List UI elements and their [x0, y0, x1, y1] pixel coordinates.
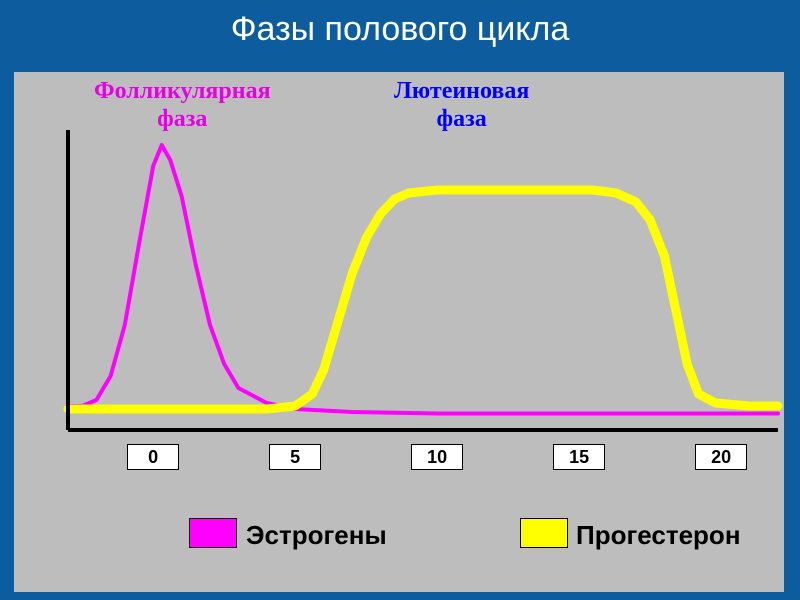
legend-swatch-estrogens — [189, 518, 237, 548]
chart-svg — [14, 72, 784, 592]
x-tick-0: 0 — [127, 444, 179, 470]
x-tick-15: 15 — [553, 444, 605, 470]
x-tick-10: 10 — [411, 444, 463, 470]
slide-title: Фазы полового цикла — [0, 10, 800, 49]
x-tick-5: 5 — [269, 444, 321, 470]
chart-panel: Фолликулярная фаза Лютеиновая фаза 05101… — [14, 72, 784, 592]
legend-label-estrogens: Эстрогены — [246, 520, 387, 551]
legend-swatch-progesterone — [520, 518, 568, 548]
legend-label-progesterone: Прогестерон — [576, 520, 741, 551]
x-tick-20: 20 — [695, 444, 747, 470]
series-progesterone — [68, 190, 778, 409]
slide-root: Фазы полового цикла Фолликулярная фаза Л… — [0, 0, 800, 600]
